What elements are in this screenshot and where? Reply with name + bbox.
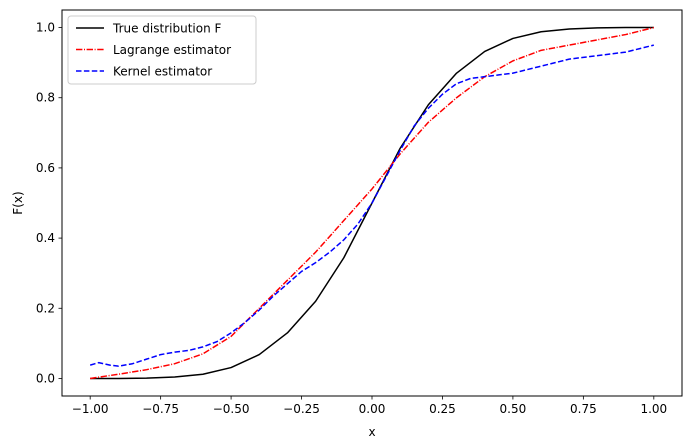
y-tick-label: 0.2 — [36, 301, 55, 315]
y-tick-label: 0.0 — [36, 371, 55, 385]
x-tick-label: −0.50 — [213, 402, 250, 416]
x-tick-label: −0.25 — [283, 402, 320, 416]
x-tick-label: −1.00 — [72, 402, 109, 416]
x-tick-label: 0.50 — [500, 402, 527, 416]
x-tick-label: 0.00 — [359, 402, 386, 416]
x-tick-label: 0.75 — [570, 402, 597, 416]
y-axis-label: F(x) — [11, 191, 25, 214]
x-axis-label: x — [368, 425, 375, 439]
x-tick-label: 0.25 — [429, 402, 456, 416]
y-tick-label: 0.4 — [36, 231, 55, 245]
plot-lines — [89, 26, 655, 380]
x-axis: −1.00 −0.75 −0.50 −0.25 0.00 0.25 0.50 0.75 1.00 — [72, 396, 667, 416]
series-line-kernel-estimator — [89, 44, 655, 367]
legend: True distribution F Lagrange estimator Ker… — [67, 15, 257, 85]
y-tick-label: 0.6 — [36, 161, 55, 175]
series-line-lagrange-estimator — [90, 26, 655, 380]
legend-label-kernel-estimator: Kernel estimator — [113, 65, 212, 79]
legend-entries: True distribution F Lagrange estimator Ker… — [76, 22, 231, 79]
x-tick-label: −0.75 — [142, 402, 179, 416]
legend-label-lagrange-estimator: Lagrange estimator — [113, 43, 231, 57]
x-tick-label: 1.00 — [640, 402, 667, 416]
y-tick-label: 1.0 — [36, 21, 55, 35]
y-axis: 0.0 0.2 0.4 0.6 0.8 1.0 — [36, 21, 62, 385]
y-tick-label: 0.8 — [36, 91, 55, 105]
legend-box — [67, 15, 257, 85]
legend-label-true-distribution-f: True distribution F — [112, 22, 222, 36]
